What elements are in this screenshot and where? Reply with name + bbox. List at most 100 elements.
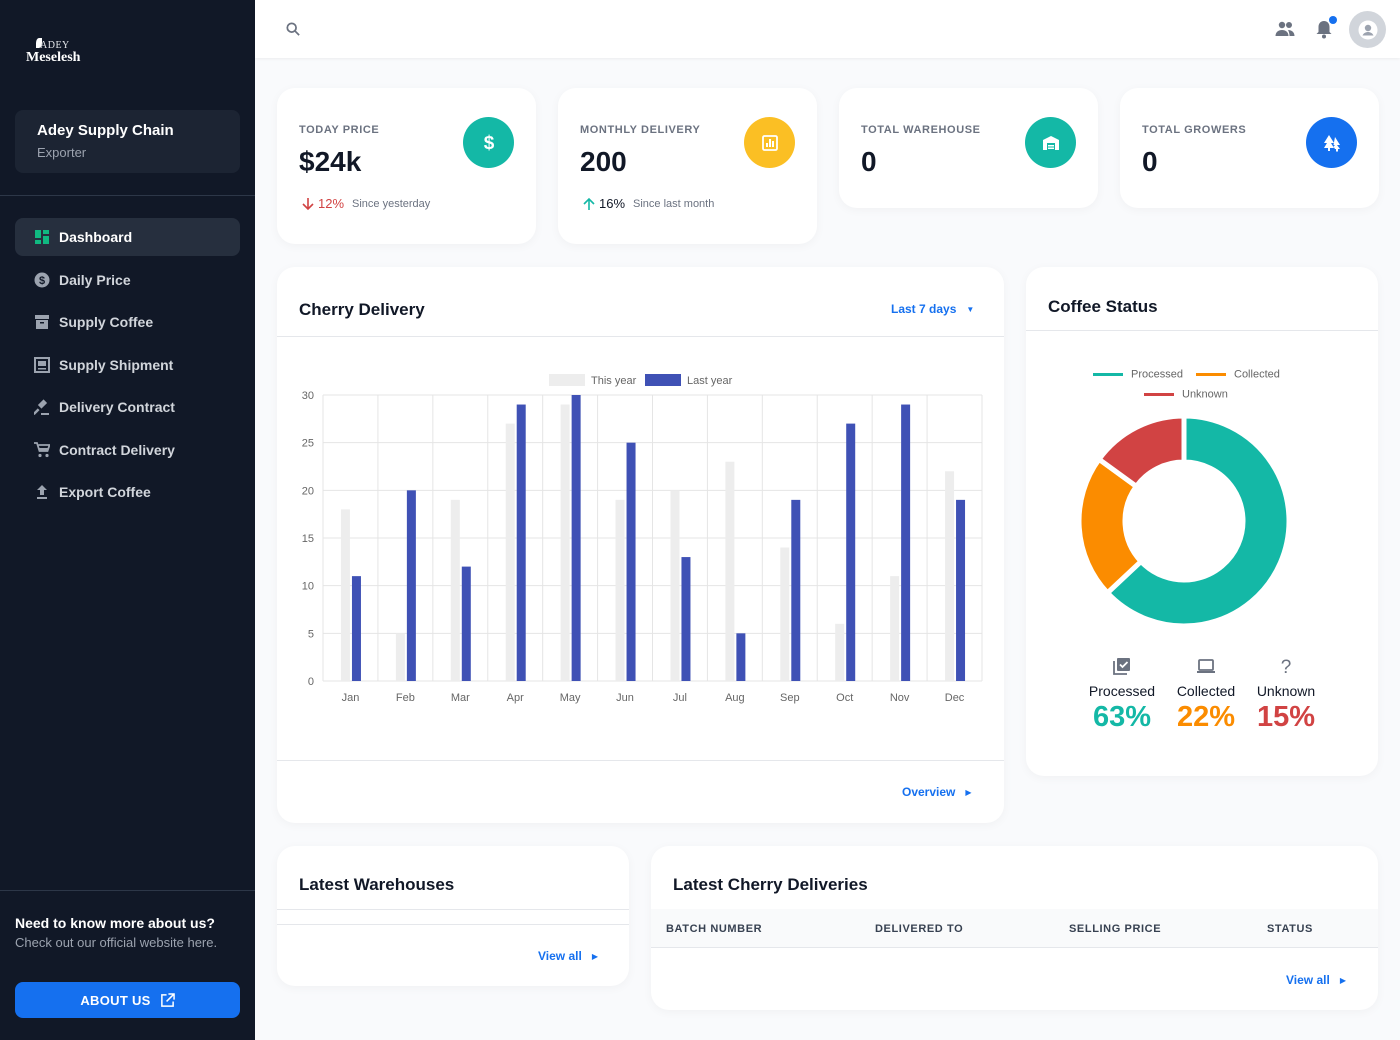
x-tick-label: Nov [890, 692, 910, 704]
x-tick-label: May [560, 692, 581, 704]
table-header: BATCH NUMBER DELIVERED TO SELLING PRICE … [651, 909, 1378, 947]
sidebar-item-export-coffee[interactable]: Export Coffee [15, 473, 240, 511]
bar [560, 404, 570, 681]
cart-icon [34, 441, 50, 458]
sidebar-item-label: Contract Delivery [59, 441, 175, 458]
legend-label: Unknown [1182, 389, 1228, 401]
bar [681, 557, 691, 681]
chevron-right-icon: ▶ [591, 951, 598, 961]
status-unknown: ? Unknown 15% [1241, 655, 1331, 734]
y-tick-label: 20 [302, 485, 314, 497]
sidebar-divider [0, 195, 255, 196]
bar [956, 499, 966, 681]
status-label: Collected [1176, 683, 1236, 699]
overview-link[interactable]: Overview ▶ [902, 785, 972, 799]
sidebar: ADEY Meselesh Adey Supply Chain Exporter… [0, 0, 255, 1040]
range-dropdown[interactable]: Last 7 days ▼ [891, 302, 974, 316]
x-tick-label: Jun [616, 692, 634, 704]
view-all-deliveries-link[interactable]: View all ▶ [1286, 973, 1346, 987]
card-title: Coffee Status [1048, 297, 1158, 316]
check-box-icon [1077, 655, 1167, 677]
bar [340, 509, 350, 681]
legend-swatch [1093, 373, 1123, 376]
card-divider [277, 760, 1004, 761]
legend-label: Collected [1234, 369, 1280, 381]
bar [890, 576, 900, 681]
search-icon[interactable] [286, 22, 300, 36]
cherry-delivery-chart: 0 5 10 15 20 25 30 Jan Feb Mar Apr May Jun Jul Aug Sep O… [302, 374, 983, 704]
bar [395, 633, 405, 681]
bell-icon[interactable] [1315, 19, 1333, 39]
users-icon[interactable] [1275, 20, 1295, 38]
brand-logo[interactable]: ADEY Meselesh [26, 36, 86, 66]
stat-value: 0 [1142, 146, 1158, 177]
range-label: Last 7 days [891, 302, 957, 316]
arrow-up-icon [583, 197, 595, 210]
overview-label: Overview [902, 785, 956, 799]
sidebar-item-supply-shipment[interactable]: Supply Shipment [15, 346, 240, 384]
bar [450, 499, 460, 681]
stat-value: 0 [861, 146, 877, 177]
x-tick-label: Sep [780, 692, 800, 704]
avatar[interactable] [1349, 11, 1386, 48]
stat-trend: 12% Since yesterday [301, 196, 430, 211]
legend-swatch [1196, 373, 1226, 376]
warehouse-icon [1025, 117, 1076, 168]
legend-swatch [549, 374, 585, 386]
chevron-right-icon: ▶ [965, 787, 972, 797]
logo-small-text: ADEY [40, 40, 70, 51]
column-header-status[interactable]: STATUS [1267, 923, 1313, 935]
sidebar-item-label: Supply Shipment [59, 356, 174, 373]
stat-value: 200 [580, 146, 627, 177]
bar [835, 623, 845, 681]
stat-value: $24k [299, 146, 362, 177]
stat-trend: 16% Since last month [582, 196, 714, 211]
bar [791, 499, 801, 681]
legend-swatch [1144, 393, 1174, 396]
view-all-label: View all [1286, 973, 1330, 987]
sidebar-item-daily-price[interactable]: $ Daily Price [15, 261, 240, 299]
latest-deliveries-card: Latest Cherry Deliveries BATCH NUMBER DE… [651, 846, 1378, 1010]
bar [461, 566, 471, 681]
legend-label: This year [591, 375, 637, 387]
y-tick-label: 15 [302, 533, 314, 545]
status-processed: Processed 63% [1077, 655, 1167, 734]
column-header-selling-price[interactable]: SELLING PRICE [1069, 923, 1162, 935]
organization-selector[interactable]: Adey Supply Chain Exporter [15, 110, 240, 173]
x-tick-label: Apr [507, 692, 524, 704]
chart-icon [744, 117, 795, 168]
trend-percent: 16% [599, 196, 626, 211]
dollar-icon: $ [34, 272, 50, 288]
sidebar-item-label: Delivery Contract [59, 399, 175, 415]
about-title: Need to know more about us? [15, 915, 215, 931]
svg-text:?: ? [1281, 657, 1292, 676]
view-all-warehouses-link[interactable]: View all ▶ [538, 949, 598, 963]
trend-percent: 12% [318, 196, 345, 211]
status-value: 63% [1092, 701, 1152, 733]
bar [736, 633, 746, 681]
x-tick-label: Aug [725, 692, 745, 704]
column-header-batch-number[interactable]: BATCH NUMBER [666, 923, 763, 935]
sidebar-item-contract-delivery[interactable]: Contract Delivery [15, 431, 240, 469]
trend-text: Since yesterday [352, 197, 431, 210]
bar [351, 576, 361, 681]
sidebar-item-supply-coffee[interactable]: Supply Coffee [15, 303, 240, 341]
gavel-icon [34, 399, 50, 415]
bar [670, 490, 680, 681]
card-divider [1026, 330, 1378, 331]
card-divider [277, 909, 629, 910]
bar [626, 442, 636, 681]
status-collected: Collected 22% [1161, 655, 1251, 734]
legend-label: Last year [687, 375, 733, 387]
bar [571, 395, 581, 681]
status-label: Unknown [1256, 683, 1316, 699]
card-divider [651, 947, 1378, 948]
sidebar-item-delivery-contract[interactable]: Delivery Contract [15, 388, 240, 426]
column-header-delivered-to[interactable]: DELIVERED TO [875, 923, 964, 935]
about-subtitle: Check out our official website here. [15, 935, 218, 950]
about-us-button[interactable]: ABOUT US [15, 982, 240, 1018]
sidebar-item-dashboard[interactable]: Dashboard [15, 218, 240, 256]
trees-icon [1306, 117, 1357, 168]
logo-big-text: Meselesh [26, 50, 81, 65]
chevron-right-icon: ▶ [1339, 975, 1346, 985]
